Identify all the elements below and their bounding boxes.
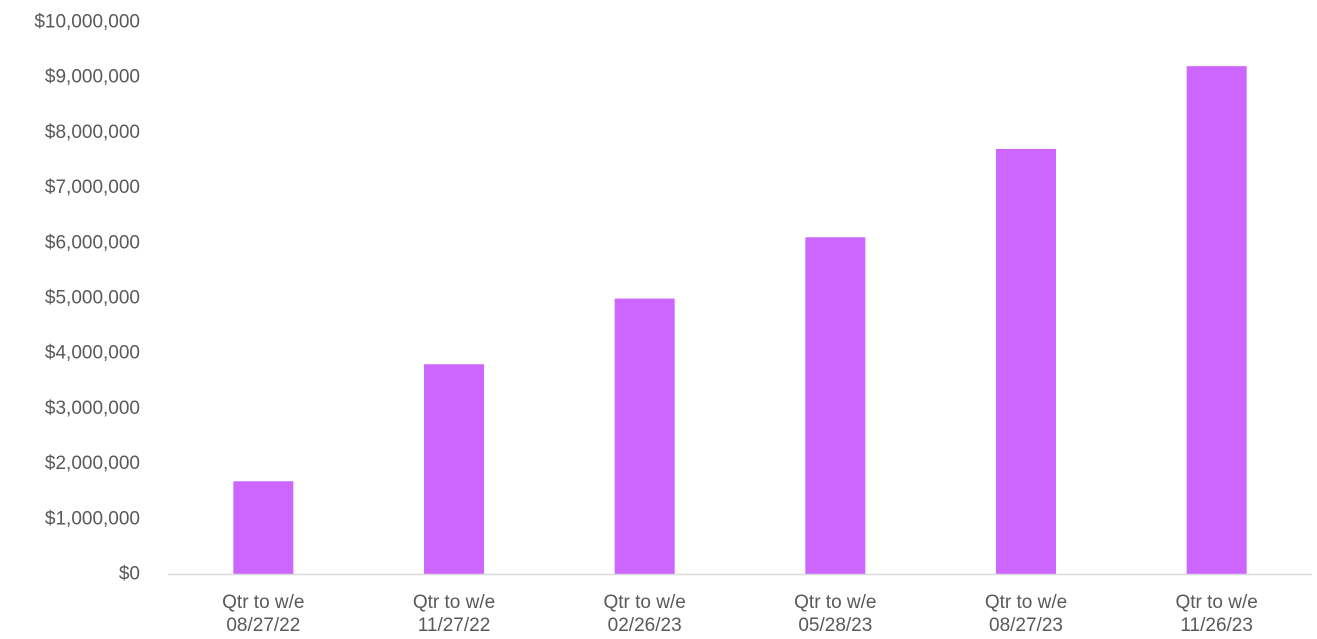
x-category-label: Qtr to w/e 11/26/23 (1175, 592, 1257, 636)
x-category-label-line: Qtr to w/e (603, 592, 685, 613)
y-axis-tick-labels: $0 $1,000,000 $2,000,000 $3,000,000 $4,000,0… (34, 12, 140, 585)
x-category-label: Qtr to w/e 05/28/23 (794, 592, 876, 636)
bar (233, 481, 294, 574)
x-category-label: Qtr to w/e 08/27/22 (222, 592, 304, 636)
x-category-label-line: 05/28/23 (798, 615, 872, 636)
bar (614, 298, 675, 574)
x-category-label-line: Qtr to w/e (1175, 592, 1257, 613)
x-category-label-line: 11/27/22 (418, 615, 491, 636)
y-tick-label: $5,000,000 (45, 288, 140, 309)
y-tick-label: $3,000,000 (45, 398, 140, 419)
x-category-label-line: Qtr to w/e (794, 592, 876, 613)
y-tick-label: $2,000,000 (45, 453, 140, 474)
y-tick-label: $9,000,000 (45, 67, 140, 88)
x-category-label: Qtr to w/e 11/27/22 (413, 592, 495, 636)
bar (996, 148, 1056, 574)
x-category-label-line: 11/26/23 (1180, 615, 1253, 636)
x-category-label-line: 08/27/23 (989, 615, 1063, 636)
x-category-label-line: 08/27/22 (226, 615, 300, 636)
bars (233, 66, 1247, 574)
y-tick-label: $10,000,000 (34, 12, 140, 33)
y-tick-label: $8,000,000 (45, 122, 140, 143)
y-tick-label: $6,000,000 (45, 232, 140, 253)
x-category-label-line: Qtr to w/e (413, 592, 495, 613)
x-category-label-line: Qtr to w/e (222, 592, 304, 613)
x-category-label-line: Qtr to w/e (985, 592, 1067, 613)
y-tick-label: $0 (119, 564, 140, 585)
y-tick-label: $4,000,000 (45, 343, 140, 364)
y-tick-label: $7,000,000 (45, 177, 140, 198)
bar (1186, 66, 1247, 574)
x-category-label-line: 02/26/23 (608, 615, 682, 636)
y-tick-label: $1,000,000 (45, 508, 140, 529)
bar (805, 237, 866, 574)
x-category-label: Qtr to w/e 02/26/23 (603, 592, 685, 636)
x-category-label: Qtr to w/e 08/27/23 (985, 592, 1067, 636)
bar (424, 364, 484, 574)
